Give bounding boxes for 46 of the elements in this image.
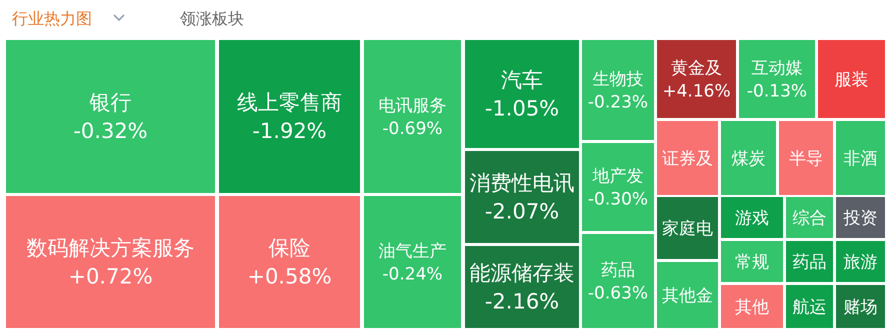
category-label: 煤炭 — [732, 148, 766, 169]
category-label: 其他 — [735, 297, 769, 318]
data-label: -1.05% — [484, 96, 560, 121]
data-label: -2.16% — [484, 290, 560, 314]
data-label: +0.72% — [68, 264, 153, 289]
category-label: 生物技 — [592, 69, 644, 90]
category-label: 航运 — [792, 297, 826, 318]
category-label: 赌场 — [844, 297, 878, 318]
text: 领涨板块 — [180, 9, 244, 28]
category-label: 常规 — [735, 252, 769, 272]
category-label: 综合 — [792, 208, 826, 228]
category-label: 家庭电 — [662, 218, 713, 239]
category-label: 油气生产 — [378, 241, 446, 262]
data-label: -2.07% — [484, 200, 560, 224]
category-label: 线上零售商 — [237, 90, 342, 115]
data-label: -0.32% — [73, 119, 148, 144]
category-label: 旅游 — [844, 252, 878, 272]
category-label: 证券及 — [662, 148, 713, 169]
data-label: -0.24% — [382, 264, 443, 284]
category-label: 服装 — [834, 70, 868, 90]
category-label: 投资 — [842, 208, 878, 228]
data-label: -0.63% — [588, 283, 648, 304]
data-label: +4.16% — [662, 81, 731, 102]
text: 行业热力图 — [12, 9, 92, 28]
data-label: -0.23% — [588, 92, 648, 112]
data-label: -0.30% — [588, 189, 648, 210]
category-label: 汽车 — [501, 68, 543, 92]
category-label: 地产发 — [592, 166, 644, 186]
category-label: 其他金 — [662, 286, 713, 306]
category-label: 半导 — [789, 148, 823, 169]
category-label: 保险 — [268, 236, 310, 260]
category-label: 电讯服务 — [378, 96, 446, 116]
category-label: 黄金及 — [671, 58, 722, 78]
data-label: -0.69% — [382, 118, 443, 139]
data-label: -0.13% — [746, 81, 808, 102]
category-label: 消费性电讯 — [470, 171, 574, 196]
category-label: 游戏 — [735, 208, 769, 228]
category-label: 非酒 — [844, 148, 878, 169]
category-label: 数码解决方案服务 — [26, 236, 194, 260]
category-label: 药品 — [792, 252, 826, 272]
category-label: 药品 — [601, 260, 635, 280]
data-label: -1.92% — [252, 119, 327, 144]
data-label: +0.58% — [247, 264, 332, 289]
category-label: 银行 — [88, 90, 132, 115]
category-label: 能源储存装 — [470, 261, 574, 286]
category-label: 互动媒 — [752, 58, 802, 78]
